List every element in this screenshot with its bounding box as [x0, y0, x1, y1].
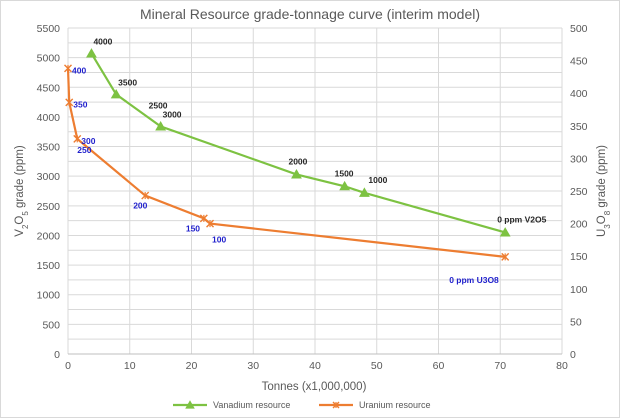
- y-left-tick-label: 4500: [37, 82, 61, 94]
- x-tick-label: 20: [186, 360, 198, 372]
- data-series: [64, 48, 511, 261]
- uranium-point: [73, 134, 82, 143]
- vanadium-data-label: 2500: [149, 100, 168, 110]
- y-right-tick-label: 450: [570, 56, 588, 68]
- legend-vanadium-label: Vanadium resource: [213, 400, 290, 410]
- vanadium-data-label: 1000: [368, 175, 387, 185]
- uranium-point: [206, 219, 215, 228]
- y-right-tick-label: 300: [570, 153, 588, 165]
- legend-vanadium-marker: [185, 400, 195, 409]
- x-tick-label: 50: [371, 360, 383, 372]
- vanadium-point: [155, 120, 167, 131]
- y-left-tick-label: 0: [54, 349, 60, 361]
- vanadium-point: [359, 187, 370, 197]
- y-right-tick-label: 200: [570, 219, 588, 231]
- x-tick-label: 40: [309, 360, 321, 372]
- vanadium-data-label: 0 ppm V2O5: [497, 214, 546, 224]
- x-tick-label: 30: [247, 360, 259, 372]
- y-left-tick-label: 3000: [37, 171, 61, 183]
- legend: Vanadium resource Uranium resource: [173, 400, 431, 410]
- x-tick-label: 80: [556, 360, 568, 372]
- y-left-tick-label: 1000: [37, 290, 61, 302]
- y-left-tick-label: 1500: [37, 260, 61, 272]
- gridlines: [67, 27, 563, 355]
- vanadium-point: [339, 180, 351, 191]
- y-left-tick-label: 5500: [37, 23, 61, 35]
- vanadium-data-label: 2000: [288, 156, 307, 166]
- chart-title: Mineral Resource grade-tonnage curve (in…: [140, 6, 480, 22]
- y-left-axis-label: V2O5 grade (ppm): [14, 145, 30, 237]
- vanadium-data-label: 1500: [335, 168, 354, 178]
- data-labels: 4000 3500 3000 2000 1500 1000 0 ppm V2O5 400 350…: [72, 36, 547, 284]
- x-axis-label: Tonnes (x1,000,000): [262, 381, 367, 393]
- uranium-point: [64, 64, 72, 73]
- x-tick-label: 10: [124, 360, 136, 372]
- y-right-tick-label: 350: [570, 121, 588, 133]
- tick-labels: 0500100015002000250030003500400045005000…: [37, 23, 588, 372]
- uranium-point: [501, 252, 510, 261]
- vanadium-point: [86, 48, 97, 58]
- y-left-tick-label: 500: [42, 319, 60, 331]
- vanadium-data-label: 3500: [118, 77, 137, 87]
- y-right-tick-label: 150: [570, 251, 588, 263]
- uranium-data-label: 200: [133, 201, 147, 211]
- legend-uranium-label: Uranium resource: [359, 400, 431, 410]
- y-right-tick-label: 0: [570, 349, 576, 361]
- y-right-tick-label: 50: [570, 316, 582, 328]
- uranium-data-label: 400: [72, 65, 86, 75]
- y-right-tick-label: 250: [570, 186, 588, 198]
- y-right-tick-label: 400: [570, 88, 588, 100]
- vanadium-data-label: 4000: [93, 36, 112, 46]
- uranium-point: [65, 98, 74, 107]
- y-right-tick-label: 500: [570, 23, 588, 35]
- y-right-axis-label: U3O8 grade (ppm): [596, 145, 612, 237]
- vanadium-point: [499, 227, 511, 237]
- y-left-tick-label: 3500: [37, 142, 61, 154]
- uranium-data-label: 100: [212, 235, 226, 245]
- x-tick-label: 0: [65, 360, 71, 372]
- uranium-series-line: [66, 68, 506, 258]
- uranium-data-label: 0 ppm U3O8: [449, 275, 499, 285]
- x-tick-label: 70: [494, 360, 506, 372]
- uranium-data-label: 150: [186, 223, 200, 233]
- vanadium-point: [110, 88, 122, 99]
- y-left-tick-label: 5000: [37, 53, 61, 65]
- y-left-tick-label: 2000: [37, 230, 61, 242]
- uranium-data-label: 250: [77, 145, 91, 155]
- uranium-data-label: 300: [81, 136, 95, 146]
- y-left-tick-label: 2500: [37, 201, 61, 213]
- uranium-data-label: 350: [73, 99, 87, 109]
- x-tick-label: 60: [433, 360, 445, 372]
- uranium-point: [141, 191, 150, 200]
- vanadium-data-label: 3000: [163, 109, 182, 119]
- legend-uranium-marker: [332, 401, 340, 409]
- y-left-tick-label: 4000: [37, 112, 61, 124]
- y-right-tick-label: 100: [570, 284, 588, 296]
- vanadium-point: [291, 169, 302, 179]
